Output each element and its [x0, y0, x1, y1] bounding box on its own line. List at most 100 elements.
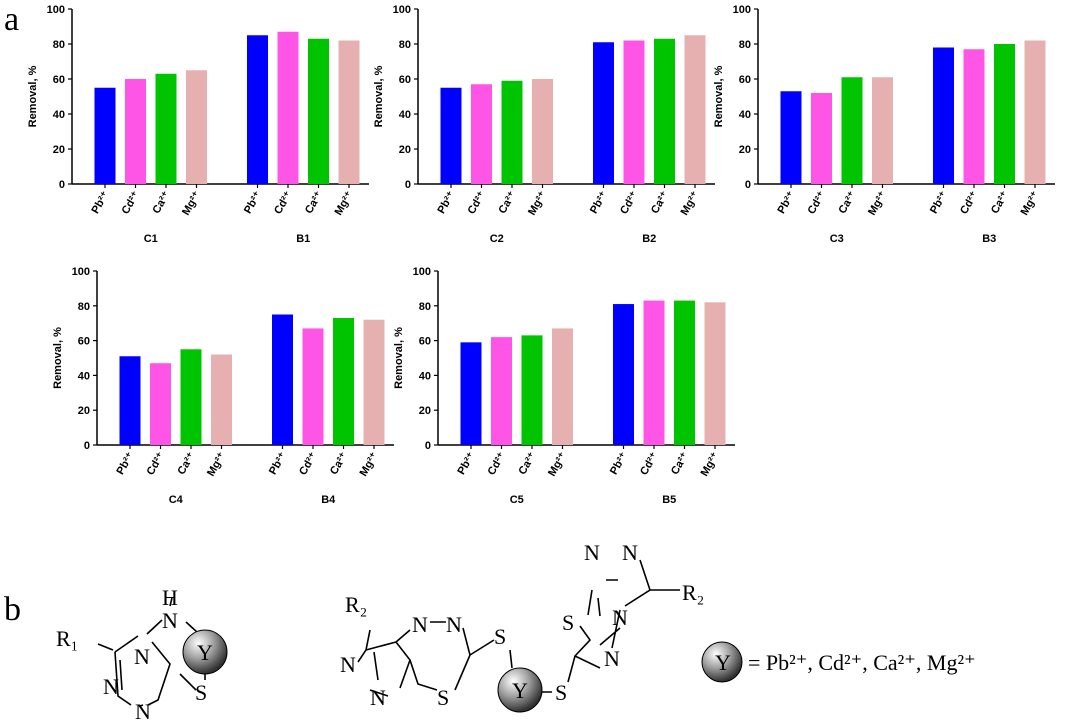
bar [623, 40, 645, 184]
y-tick-label: 80 [78, 301, 90, 313]
y-axis-label: Removal, % [713, 65, 725, 127]
bar [186, 70, 207, 184]
bar-chart: 0 20 40 60 80 100 Removal, % Pb²⁺ Cd²⁺ Ca²⁺ Mg²⁺ C1… [27, 4, 369, 245]
legend-text: = Pb²⁺, Cd²⁺, Ca²⁺, Mg²⁺ [748, 650, 976, 675]
atom-label: N [103, 674, 119, 699]
x-tick-label: Pb²⁺ [455, 450, 477, 477]
y-tick-label: 0 [425, 440, 431, 452]
x-tick-label: Ca²⁺ [496, 189, 518, 216]
bar [471, 84, 492, 184]
bar [593, 42, 614, 184]
y-tick-label: 0 [745, 179, 751, 191]
y-tick-label: 80 [739, 39, 751, 51]
x-tick-label: Cd²⁺ [297, 450, 320, 477]
x-tick-label: Ca²⁺ [175, 450, 197, 477]
x-tick-label: Cd²⁺ [272, 189, 295, 216]
bar [150, 363, 171, 445]
bar [704, 302, 726, 445]
x-tick-label: Mg²⁺ [358, 450, 381, 478]
y-tick-label: 40 [399, 109, 411, 121]
y-tick-label: 40 [78, 370, 90, 382]
y-tick-label: 60 [419, 336, 431, 348]
x-tick-label: Ca²⁺ [516, 450, 538, 477]
y-axis-label: Removal, % [52, 327, 64, 389]
atom-label: S [437, 685, 449, 710]
atom-label: N [612, 605, 628, 630]
atom-label: N [412, 612, 428, 637]
bar-chart: 0 20 40 60 80 100 Removal, % Pb²⁺ Cd²⁺ Ca²⁺ Mg²⁺ C5… [393, 266, 735, 506]
bar [674, 300, 695, 445]
y-tick-label: 40 [53, 109, 65, 121]
x-tick-label: Pb²⁺ [114, 450, 136, 477]
bar [211, 354, 232, 445]
y-tick-label: 0 [84, 440, 90, 452]
group-label: B1 [296, 233, 310, 245]
group-label: B4 [321, 494, 336, 506]
bar [460, 342, 482, 445]
x-tick-label: Mg²⁺ [679, 189, 702, 217]
bar [272, 314, 293, 445]
y-tick-label: 20 [419, 405, 431, 417]
x-tick-label: Mg²⁺ [866, 189, 889, 217]
x-tick-label: Mg²⁺ [205, 450, 228, 478]
panel-label: a [4, 1, 19, 38]
atom-label: N [135, 699, 151, 722]
group-label: C4 [169, 494, 184, 506]
atom-label: N [162, 608, 178, 633]
metal-ball [701, 641, 743, 683]
bar [333, 317, 354, 445]
y-tick-label: 100 [393, 4, 411, 16]
group-label: B2 [642, 233, 656, 245]
structure-middle: R₂ N N N N S S Y S S N N N R₂ N [340, 540, 704, 713]
bar [643, 300, 665, 445]
x-tick-label: Pb²⁺ [435, 189, 457, 216]
bar [552, 328, 573, 445]
atom-label: S [555, 680, 567, 705]
bar [155, 73, 177, 184]
x-tick-label: Cd²⁺ [145, 450, 168, 477]
x-tick-label: Mg²⁺ [546, 450, 569, 478]
x-tick-label: Ca²⁺ [303, 189, 325, 216]
y-tick-label: 60 [399, 74, 411, 86]
y-axis-label: Removal, % [373, 65, 385, 127]
x-tick-label: Cd²⁺ [806, 189, 829, 216]
bar [491, 337, 512, 445]
y-tick-label: 100 [733, 4, 751, 16]
bar [811, 93, 832, 184]
atom-label: S [494, 624, 506, 649]
bar [684, 35, 706, 184]
group-label: C1 [144, 233, 158, 245]
metal-ball [182, 629, 228, 675]
x-tick-label: Mg²⁺ [180, 189, 203, 217]
bar [338, 40, 360, 184]
bar [521, 335, 543, 445]
x-tick-label: Mg²⁺ [1019, 189, 1042, 217]
bar [308, 38, 329, 184]
x-tick-label: Pb²⁺ [775, 189, 797, 216]
y-tick-label: 0 [405, 179, 411, 191]
group-label: C2 [490, 233, 504, 245]
y-axis-label: Removal, % [393, 327, 405, 389]
x-tick-label: Ca²⁺ [328, 450, 350, 477]
bar [841, 77, 863, 184]
atom-label: S [562, 610, 574, 635]
y-tick-label: 80 [53, 39, 65, 51]
x-tick-label: Ca²⁺ [836, 189, 858, 216]
atom-label: Y [512, 678, 528, 703]
bar [277, 31, 299, 184]
y-tick-label: 80 [399, 39, 411, 51]
bar [302, 328, 324, 445]
atom-label: R₁ [56, 626, 78, 651]
bar [872, 77, 893, 184]
y-tick-label: 40 [739, 109, 751, 121]
bar [440, 87, 462, 184]
x-tick-label: Pb²⁺ [89, 189, 111, 216]
y-tick-label: 80 [419, 301, 431, 313]
y-tick-label: 40 [419, 370, 431, 382]
x-tick-label: Pb²⁺ [267, 450, 289, 477]
x-tick-label: Pb²⁺ [242, 189, 264, 216]
bar [119, 356, 141, 445]
bar [363, 319, 385, 445]
x-tick-label: Cd²⁺ [120, 189, 143, 216]
